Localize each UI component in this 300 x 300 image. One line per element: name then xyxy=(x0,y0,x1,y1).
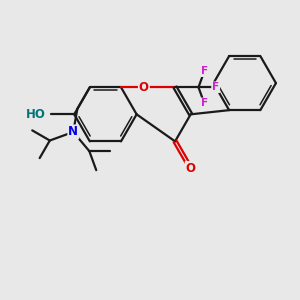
Text: HO: HO xyxy=(26,108,46,121)
Text: O: O xyxy=(186,162,196,175)
Text: F: F xyxy=(212,82,219,92)
Text: F: F xyxy=(201,66,208,76)
Text: N: N xyxy=(68,125,78,139)
Text: F: F xyxy=(201,98,208,108)
Text: O: O xyxy=(139,81,149,94)
